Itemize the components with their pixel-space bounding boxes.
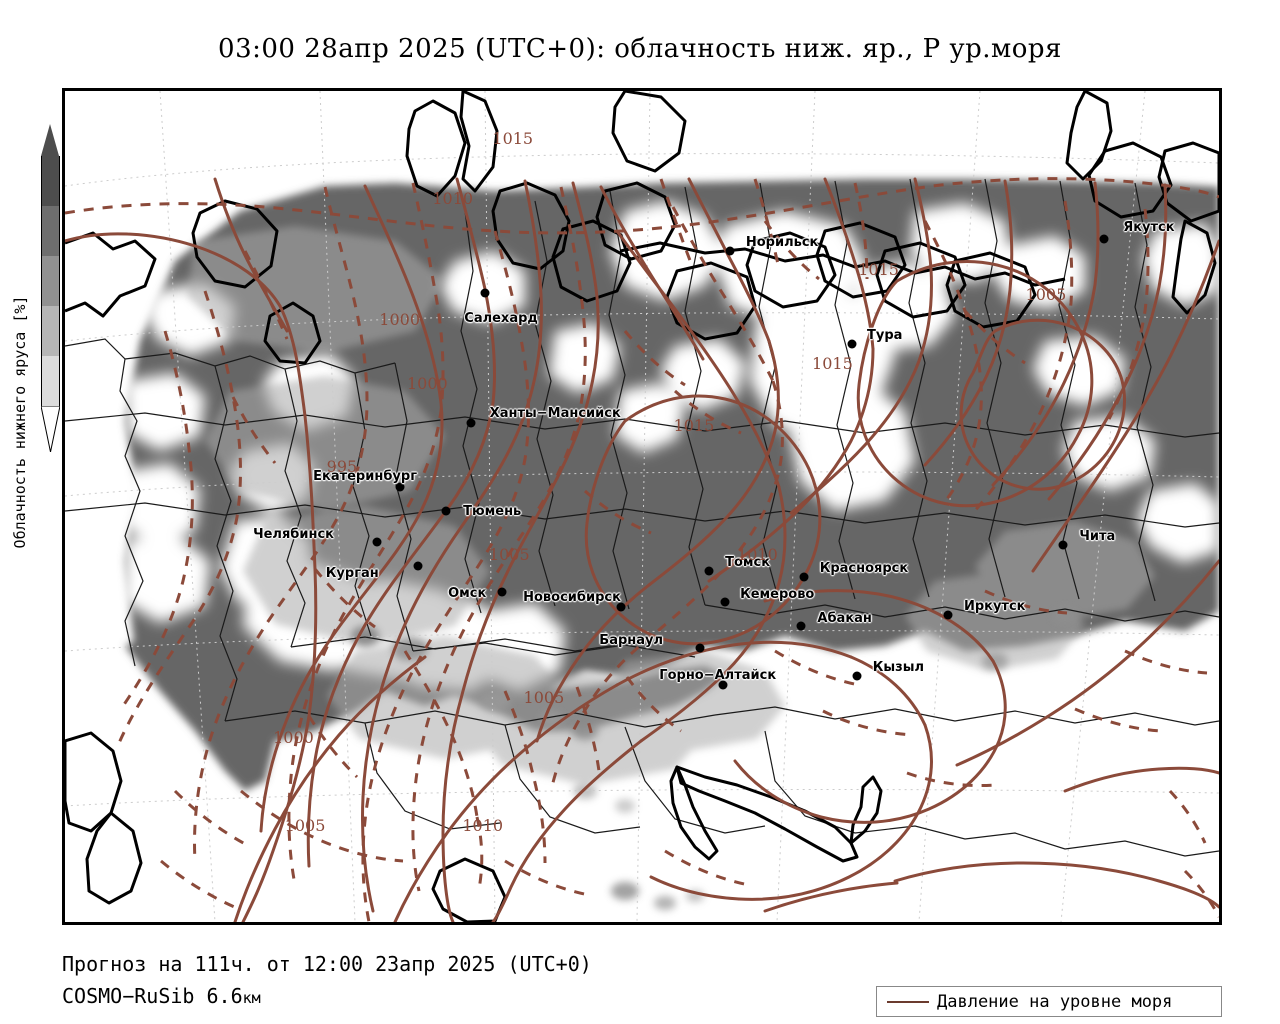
city-marker <box>466 418 476 428</box>
isobar-value-label: 1005 <box>284 816 326 836</box>
isobar-value-label: 1005 <box>488 544 530 564</box>
city-label: Челябинск <box>253 527 334 543</box>
isobars-dashed <box>65 177 1219 922</box>
city-label: Салехард <box>464 311 538 327</box>
isobar-value-label: 995 <box>326 456 358 476</box>
city-marker <box>852 671 862 681</box>
weather-map[interactable]: Якутск Норильск Тура Салехард Ханты−Мансийск… <box>62 88 1222 925</box>
city-label: Чита <box>1079 528 1116 544</box>
colorbar-bottom-arrow <box>41 406 60 452</box>
city-marker <box>1099 234 1109 244</box>
pressure-line-swatch <box>887 1000 929 1003</box>
city-label: Горно−Алтайск <box>659 668 777 684</box>
city-marker <box>704 566 714 576</box>
city-label: Ханты−Мансийск <box>489 405 621 421</box>
isobar-value-label: 1000 <box>406 373 448 393</box>
city-marker <box>695 643 705 653</box>
coastline <box>65 91 1219 922</box>
city-label: Абакан <box>817 611 872 627</box>
admin-borders <box>65 178 1219 857</box>
colorbar-band-10 <box>41 356 60 406</box>
isobar-value-label: 1010 <box>737 544 778 564</box>
map-canvas <box>65 91 1219 922</box>
isobar-value-label: 1000 <box>273 727 314 747</box>
colorbar-gradient: 90 70 50 30 10 <box>41 124 80 452</box>
city-marker <box>943 610 953 620</box>
isobar-value-label: 1010 <box>432 189 474 209</box>
isobar-value-label: 1000 <box>379 309 421 329</box>
isobar-value-label: 1015 <box>673 415 715 435</box>
city-marker <box>1058 540 1068 550</box>
city-label: Красноярск <box>819 561 909 577</box>
graticule <box>65 91 1219 922</box>
city-label: Тура <box>867 327 903 343</box>
model-info-line: COSMO−RuSib 6.6км <box>62 984 261 1008</box>
city-label: Иркутск <box>963 598 1026 614</box>
isobar-value-label: 1005 <box>523 687 565 707</box>
colorbar-band-50 <box>41 256 60 306</box>
city-label: Кемерово <box>740 586 815 602</box>
city-marker <box>796 621 806 631</box>
colorbar-band-70 <box>41 206 60 256</box>
forecast-info-line: Прогноз на 111ч. от 12:00 23апр 2025 (UT… <box>62 952 592 976</box>
legend-box: Давление на уровне моря <box>876 986 1222 1017</box>
isobar-value-label: 1010 <box>462 816 504 836</box>
isobar-value-label: 1015 <box>858 260 899 280</box>
colorbar: Облачность нижнего яруса [%] 90 70 50 30… <box>0 88 80 926</box>
isobars-solid <box>65 177 1219 922</box>
city-label: Екатеринбург <box>313 468 417 484</box>
city-marker <box>720 597 730 607</box>
city-marker <box>725 246 735 256</box>
page-title: 03:00 28апр 2025 (UTC+0): облачность ниж… <box>218 34 1062 64</box>
city-label: Томск <box>725 555 771 571</box>
legend-label: Давление на уровне моря <box>937 991 1173 1012</box>
cloud-transition-zone <box>187 226 1155 785</box>
city-label: Новосибирск <box>523 590 621 606</box>
city-marker <box>616 602 626 612</box>
city-marker <box>441 506 451 516</box>
city-label: Барнаул <box>599 633 664 649</box>
city-label: Кызыл <box>872 660 925 676</box>
city-marker <box>497 587 507 597</box>
model-name: COSMO−RuSib 6.6 <box>62 984 243 1008</box>
city-marker <box>847 339 857 349</box>
isobar-value-label: 1015 <box>492 129 534 149</box>
city-label: Якутск <box>1123 219 1175 235</box>
isobar-value-label: 1005 <box>1025 285 1067 305</box>
city-marker <box>480 288 490 298</box>
city-marker <box>799 572 809 582</box>
city-label: Курган <box>325 566 379 582</box>
colorbar-band-90 <box>41 156 60 206</box>
city-label: Тюмень <box>463 503 522 519</box>
model-resolution-unit: км <box>242 989 261 1007</box>
isobar-value-label: 1015 <box>812 353 853 373</box>
city-marker <box>718 680 728 690</box>
city-label: Норильск <box>745 234 819 250</box>
city-label: Омск <box>448 586 487 602</box>
city-marker <box>413 561 423 570</box>
colorbar-band-30 <box>41 306 60 356</box>
city-marker <box>395 482 405 492</box>
colorbar-axis-label: Облачность нижнего яруса [%] <box>11 295 29 549</box>
colorbar-top-arrow <box>41 124 59 156</box>
city-marker <box>372 537 382 547</box>
